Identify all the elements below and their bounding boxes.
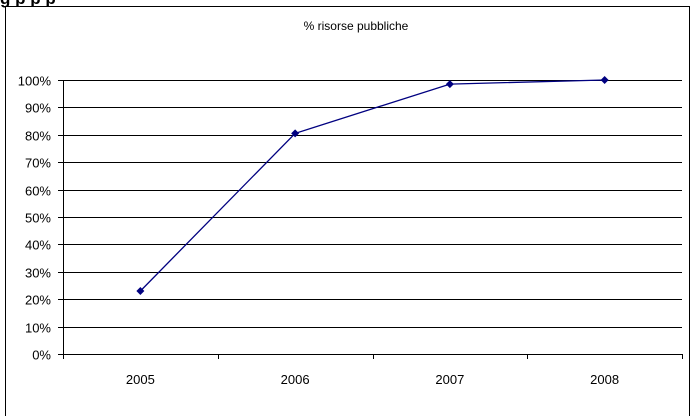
- data-point-marker: [445, 80, 454, 89]
- y-tick-label: 90%: [25, 101, 51, 116]
- gridlines: [63, 80, 682, 328]
- y-tick-labels: 0% 10% 20% 30% 40% 50% 60% 70% 80% 90% 100%: [18, 74, 52, 363]
- y-tick-label: 80%: [25, 129, 51, 144]
- chart-title: % risorse pubbliche: [304, 19, 409, 33]
- y-tick-label: 10%: [25, 321, 51, 336]
- axes: [58, 80, 683, 359]
- data-point-marker: [136, 286, 145, 295]
- y-tick-label: 0%: [32, 348, 51, 363]
- y-tick-label: 30%: [25, 266, 51, 281]
- y-tick-label: 100%: [18, 74, 52, 89]
- y-tick-label: 60%: [25, 184, 51, 199]
- y-tick-label: 70%: [25, 156, 51, 171]
- y-tick-label: 40%: [25, 238, 51, 253]
- series-line: [139, 79, 605, 292]
- series-layer: [136, 76, 609, 295]
- data-point-marker: [291, 129, 300, 138]
- data-point-marker: [600, 76, 609, 84]
- x-tick-label: 2007: [435, 372, 464, 387]
- x-tick-labels: 2005 2006 2007 2008: [126, 372, 619, 387]
- x-tick-label: 2008: [590, 372, 619, 387]
- line-chart: % risorse pubbliche 0% 10% 20% 30% 40% 50% 60%…: [18, 19, 683, 387]
- x-tick-label: 2006: [281, 372, 310, 387]
- cropped-heading-text: g p p p: [0, 0, 56, 9]
- y-tick-label: 20%: [25, 293, 51, 308]
- x-tick-label: 2005: [126, 372, 155, 387]
- y-tick-label: 50%: [25, 211, 51, 226]
- chart-frame: [5, 6, 690, 416]
